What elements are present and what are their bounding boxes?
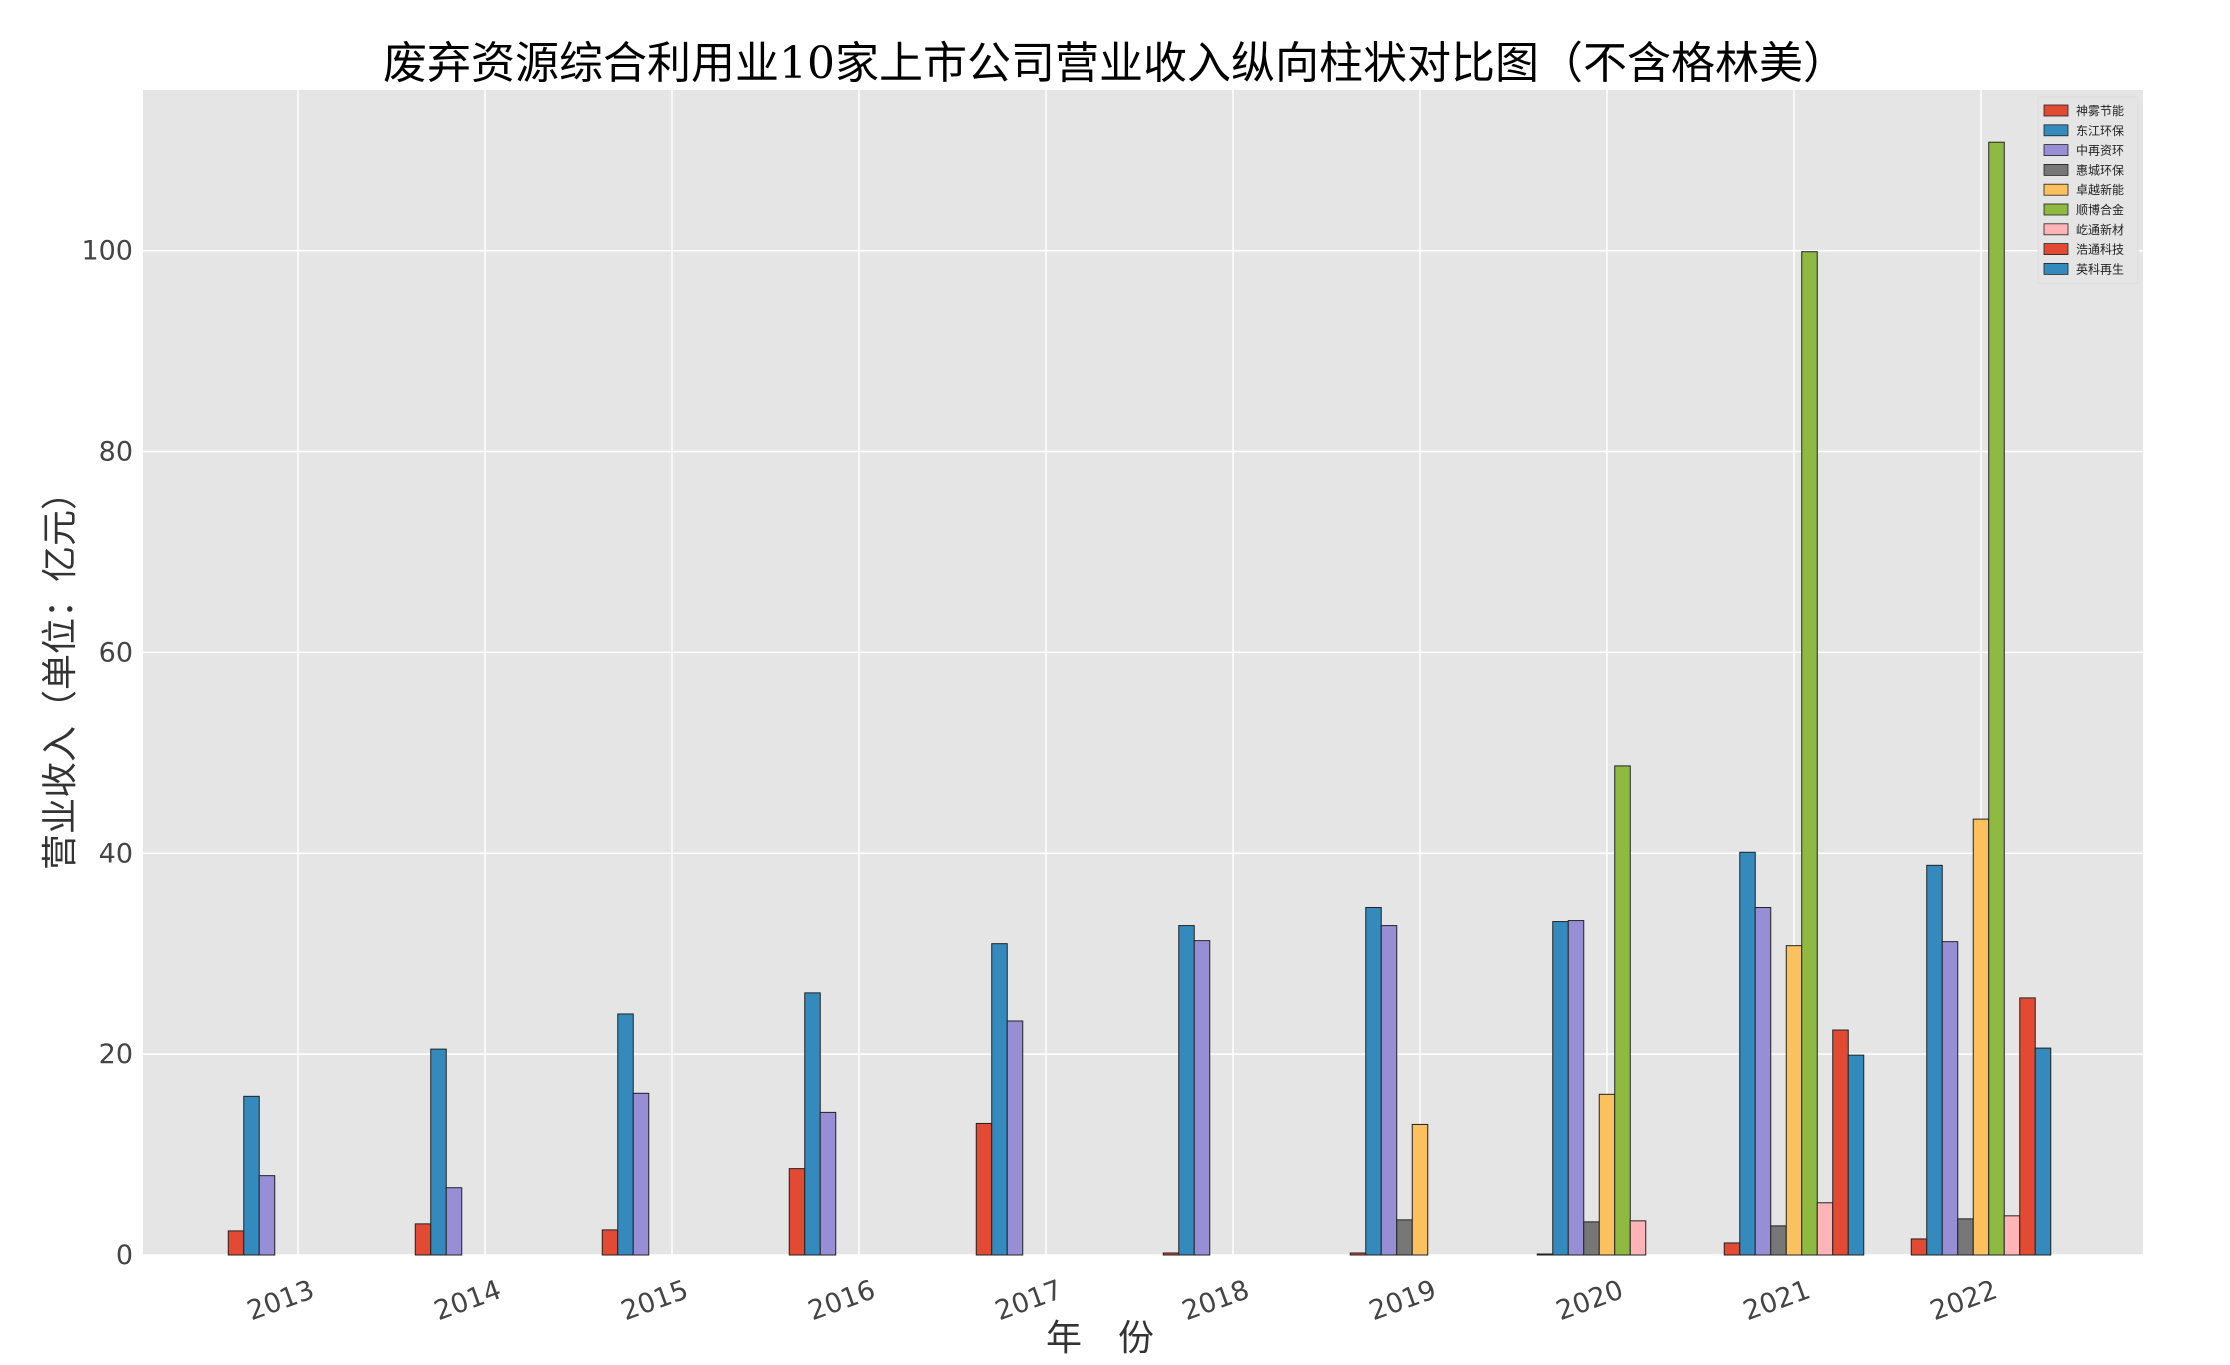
y-tick-label: 40 [99, 838, 133, 869]
chart-title: 废弃资源综合利用业10家上市公司营业收入纵向柱状对比图（不含格林美） [383, 38, 1847, 89]
bar [1832, 1029, 1849, 1256]
bar [1988, 141, 2005, 1256]
bar [445, 1187, 463, 1256]
x-axis-label: 年 份 [1046, 1318, 1154, 1359]
legend-swatch [2043, 243, 2069, 256]
legend-label: 中再资环 [2076, 143, 2124, 158]
bar [617, 1013, 634, 1256]
bar [975, 1122, 993, 1256]
bar [632, 1092, 650, 1256]
bar [2034, 1047, 2052, 1256]
bar [1162, 1252, 1180, 1256]
bar [1193, 940, 1211, 1256]
y-tick-label: 80 [99, 437, 133, 468]
legend-swatch [2043, 203, 2069, 216]
bar [1785, 945, 1803, 1256]
legend-swatch [2043, 163, 2069, 176]
legend-swatch [2043, 144, 2069, 157]
bar [2003, 1215, 2021, 1256]
bar [804, 992, 821, 1256]
y-tick-label: 100 [81, 236, 133, 267]
legend-label: 神雾节能 [2076, 104, 2124, 118]
bar [1801, 251, 1818, 1256]
legend-label: 浩通科技 [2076, 243, 2124, 257]
bar [1723, 1242, 1741, 1256]
legend-label: 惠城环保 [2076, 163, 2124, 177]
bar [1411, 1123, 1429, 1256]
x-tick-label: 2015 [617, 1274, 692, 1327]
x-tick-label: 2019 [1365, 1274, 1440, 1327]
x-tick-label: 2020 [1552, 1274, 1627, 1327]
bar [243, 1095, 260, 1256]
bar [1847, 1054, 1865, 1256]
bar [414, 1223, 432, 1256]
legend-swatch [2043, 223, 2069, 236]
legend-label: 卓越新能 [2076, 182, 2124, 197]
x-tick-label: 2018 [1178, 1274, 1253, 1327]
legend-label: 屹通新材 [2076, 222, 2124, 237]
bar [1552, 921, 1569, 1256]
bar [258, 1175, 276, 1256]
bar [1396, 1219, 1413, 1256]
y-tick-label: 60 [99, 637, 133, 668]
legend-swatch [2043, 104, 2069, 117]
legend-swatch [2043, 183, 2069, 196]
x-tick-label: 2016 [804, 1274, 879, 1327]
bar [430, 1048, 447, 1256]
bar [1006, 1020, 1024, 1256]
bar [1957, 1218, 1974, 1256]
bar [1941, 941, 1959, 1256]
bar [1598, 1093, 1616, 1256]
bar [1972, 818, 1990, 1256]
bar [788, 1168, 806, 1256]
bar [1536, 1253, 1554, 1256]
legend-label: 英科再生 [2076, 262, 2124, 276]
x-tick-label: 2014 [430, 1274, 505, 1327]
bar [227, 1230, 245, 1256]
bar [1739, 851, 1756, 1256]
grid-lines [143, 90, 2143, 1256]
legend-swatch [2043, 262, 2069, 275]
x-tick-label: 2022 [1926, 1274, 2001, 1327]
y-axis-label: 营业收入（单位：亿元） [40, 474, 81, 870]
bar [1926, 864, 1943, 1256]
bar [601, 1229, 619, 1256]
y-tick-label: 0 [116, 1240, 133, 1271]
bar [1380, 925, 1398, 1256]
bar [991, 943, 1008, 1256]
bar [1614, 765, 1631, 1256]
bar [1178, 925, 1195, 1256]
bar [1754, 907, 1772, 1256]
bar [819, 1111, 837, 1256]
bar [1567, 920, 1585, 1256]
x-tick-label: 2013 [243, 1274, 318, 1327]
legend-label: 顺博合金 [2076, 202, 2124, 217]
bars-group [227, 141, 2052, 1256]
bar [1349, 1252, 1367, 1256]
x-tick-label: 2021 [1739, 1274, 1814, 1327]
bar [1365, 907, 1382, 1256]
bar [1910, 1238, 1928, 1256]
bar [1629, 1220, 1647, 1256]
bar [1583, 1221, 1600, 1256]
legend-swatch [2043, 124, 2069, 137]
y-tick-label: 20 [99, 1039, 133, 1070]
bar [1770, 1225, 1787, 1256]
bar [2019, 997, 2036, 1256]
bar [1816, 1202, 1834, 1256]
legend-label: 东江环保 [2076, 124, 2124, 138]
